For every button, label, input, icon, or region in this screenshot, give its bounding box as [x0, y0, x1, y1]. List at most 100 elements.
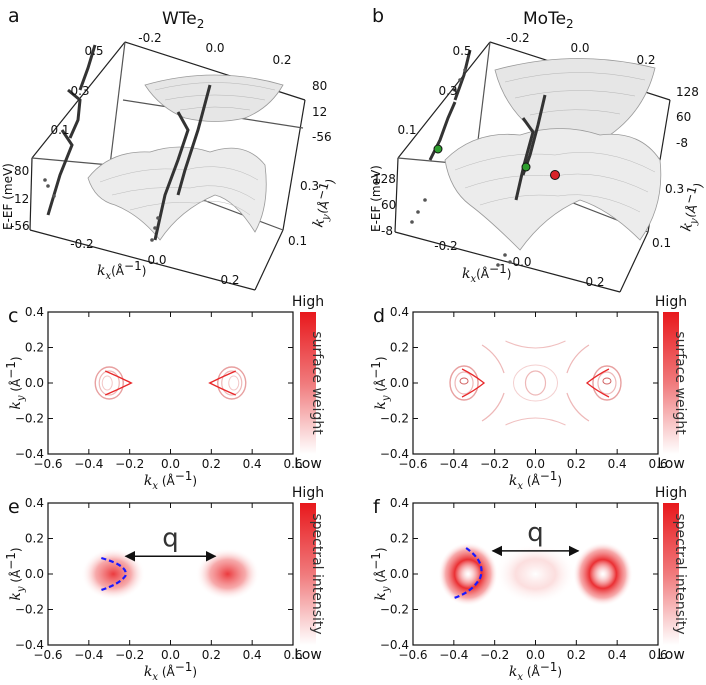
contour-mid	[454, 371, 474, 395]
x-axis-label: kx (Å−1)	[509, 660, 562, 683]
panel-b-surfaces	[444, 58, 662, 251]
svg-text:-0.2: -0.2	[138, 31, 161, 45]
colorbar	[300, 503, 316, 645]
svg-text:0.0: 0.0	[570, 41, 589, 55]
colorbar-label: surface weight	[672, 331, 688, 435]
svg-text:-8: -8	[676, 136, 688, 150]
contour-inner	[228, 375, 240, 391]
svg-text:80: 80	[312, 79, 327, 93]
svg-text:0.5: 0.5	[84, 44, 103, 58]
center-blob	[495, 544, 576, 604]
x-tick-label: 0.4	[608, 648, 627, 662]
panel-a-surfaces	[87, 74, 284, 241]
x-tick-label: −0.6	[398, 648, 427, 662]
intensity-blob	[572, 542, 633, 606]
x-tick-label: −0.2	[115, 648, 144, 662]
x-tick-label: 0.0	[161, 457, 180, 471]
y-axis-label: ky (Å−1)	[4, 547, 27, 600]
contour-outer	[449, 365, 479, 401]
panel-a-dots	[43, 178, 160, 242]
contour-outer	[217, 366, 247, 400]
x-tick-label: 0.0	[526, 648, 545, 662]
panel-b-weyl-point-green-2	[521, 162, 531, 172]
y-tick-label: −0.2	[380, 603, 409, 617]
svg-text:60: 60	[676, 110, 691, 124]
y-tick-label: 0.0	[25, 376, 44, 390]
panel-b-weyl-point-red	[550, 170, 560, 180]
fermi-arc	[104, 370, 133, 396]
colorbar	[300, 312, 316, 454]
gamma-contour	[524, 370, 547, 396]
fermi-arc	[585, 368, 610, 398]
colorbar-low: Low	[657, 647, 685, 663]
y-tick-label: 0.4	[25, 496, 44, 510]
upper-arc	[505, 340, 566, 349]
svg-text:0.1: 0.1	[397, 123, 416, 137]
colorbar	[663, 503, 679, 645]
y-tick-label: 0.2	[390, 532, 409, 546]
svg-text:0.2: 0.2	[272, 53, 291, 67]
panel-a-energy-label: E-EF (meV)	[1, 163, 15, 230]
contour-mid	[597, 371, 617, 395]
x-tick-label: 0.4	[243, 457, 262, 471]
q-label: q	[527, 518, 544, 548]
panel-c: c−0.6 −0.4 −0.2 0.0 0.2 0.4 0.6−0.4−0.20.00.20…	[4, 294, 325, 492]
svg-text:12: 12	[312, 105, 327, 119]
svg-text:0.1: 0.1	[652, 236, 671, 250]
y-tick-label: 0.0	[390, 376, 409, 390]
contour-outer	[94, 366, 124, 400]
y-tick-label: 0.4	[25, 305, 44, 319]
x-tick-label: 0.0	[526, 457, 545, 471]
panel-d: d−0.6 −0.4 −0.2 0.0 0.2 0.4 0.6−0.4−0.20.00.20…	[369, 294, 688, 492]
svg-text:-8: -8	[381, 224, 393, 238]
gamma-contour-outer	[513, 364, 558, 402]
y-tick-label: 0.2	[25, 341, 44, 355]
panel-b-dots	[410, 68, 512, 267]
fermi-arc-dashed	[453, 547, 483, 600]
panel-b: b MoTe2	[369, 5, 706, 293]
panel-b-energy-label: E-EF (meV)	[369, 165, 383, 232]
outer-arc	[481, 344, 505, 374]
panel-b-title: MoTe2	[523, 9, 574, 31]
x-tick-label: 0.2	[567, 648, 586, 662]
x-tick-label: −0.2	[480, 457, 509, 471]
y-tick-label: −0.2	[380, 412, 409, 426]
x-tick-label: 0.4	[608, 457, 627, 471]
x-tick-label: −0.6	[33, 648, 62, 662]
y-tick-label: 0.0	[25, 567, 44, 581]
panel-a-label: a	[8, 5, 20, 27]
contour-inner	[602, 377, 612, 385]
colorbar-low: Low	[657, 456, 685, 472]
panel-b-ky-label: ky(Å−1)	[675, 180, 706, 234]
x-tick-label: −0.4	[74, 648, 103, 662]
x-tick-label: −0.6	[33, 457, 62, 471]
panel-b-label: b	[372, 5, 384, 27]
svg-text:-0.2: -0.2	[506, 31, 529, 45]
x-tick-label: −0.2	[480, 648, 509, 662]
svg-text:0.0: 0.0	[512, 255, 531, 269]
x-tick-label: −0.6	[398, 457, 427, 471]
x-axis-label: kx (Å−1)	[144, 660, 197, 683]
outer-arc	[566, 392, 590, 422]
contour-inner	[101, 375, 113, 391]
y-tick-label: 0.2	[390, 341, 409, 355]
svg-text:128: 128	[373, 172, 396, 186]
y-tick-label: 0.2	[25, 532, 44, 546]
panel-a-ticks: -0.2 0.0 0.2 0.5 0.3 0.1 80 12 -56 80 12…	[10, 31, 332, 287]
y-axis-label: ky (Å−1)	[369, 356, 392, 409]
x-tick-label: 0.2	[202, 648, 221, 662]
x-tick-label: 0.0	[161, 648, 180, 662]
colorbar	[663, 312, 679, 454]
svg-text:-56: -56	[10, 219, 30, 233]
x-tick-label: 0.2	[202, 457, 221, 471]
x-tick-label: −0.2	[115, 457, 144, 471]
fermi-arc	[208, 370, 237, 396]
y-tick-label: −0.2	[15, 603, 44, 617]
y-tick-label: −0.2	[15, 412, 44, 426]
panel-e-label: e	[8, 496, 20, 518]
x-tick-label: 0.6	[283, 457, 302, 471]
outer-arc	[566, 344, 590, 374]
colorbar-high: High	[292, 294, 324, 310]
colorbar-label: spectral intensity	[672, 513, 688, 634]
